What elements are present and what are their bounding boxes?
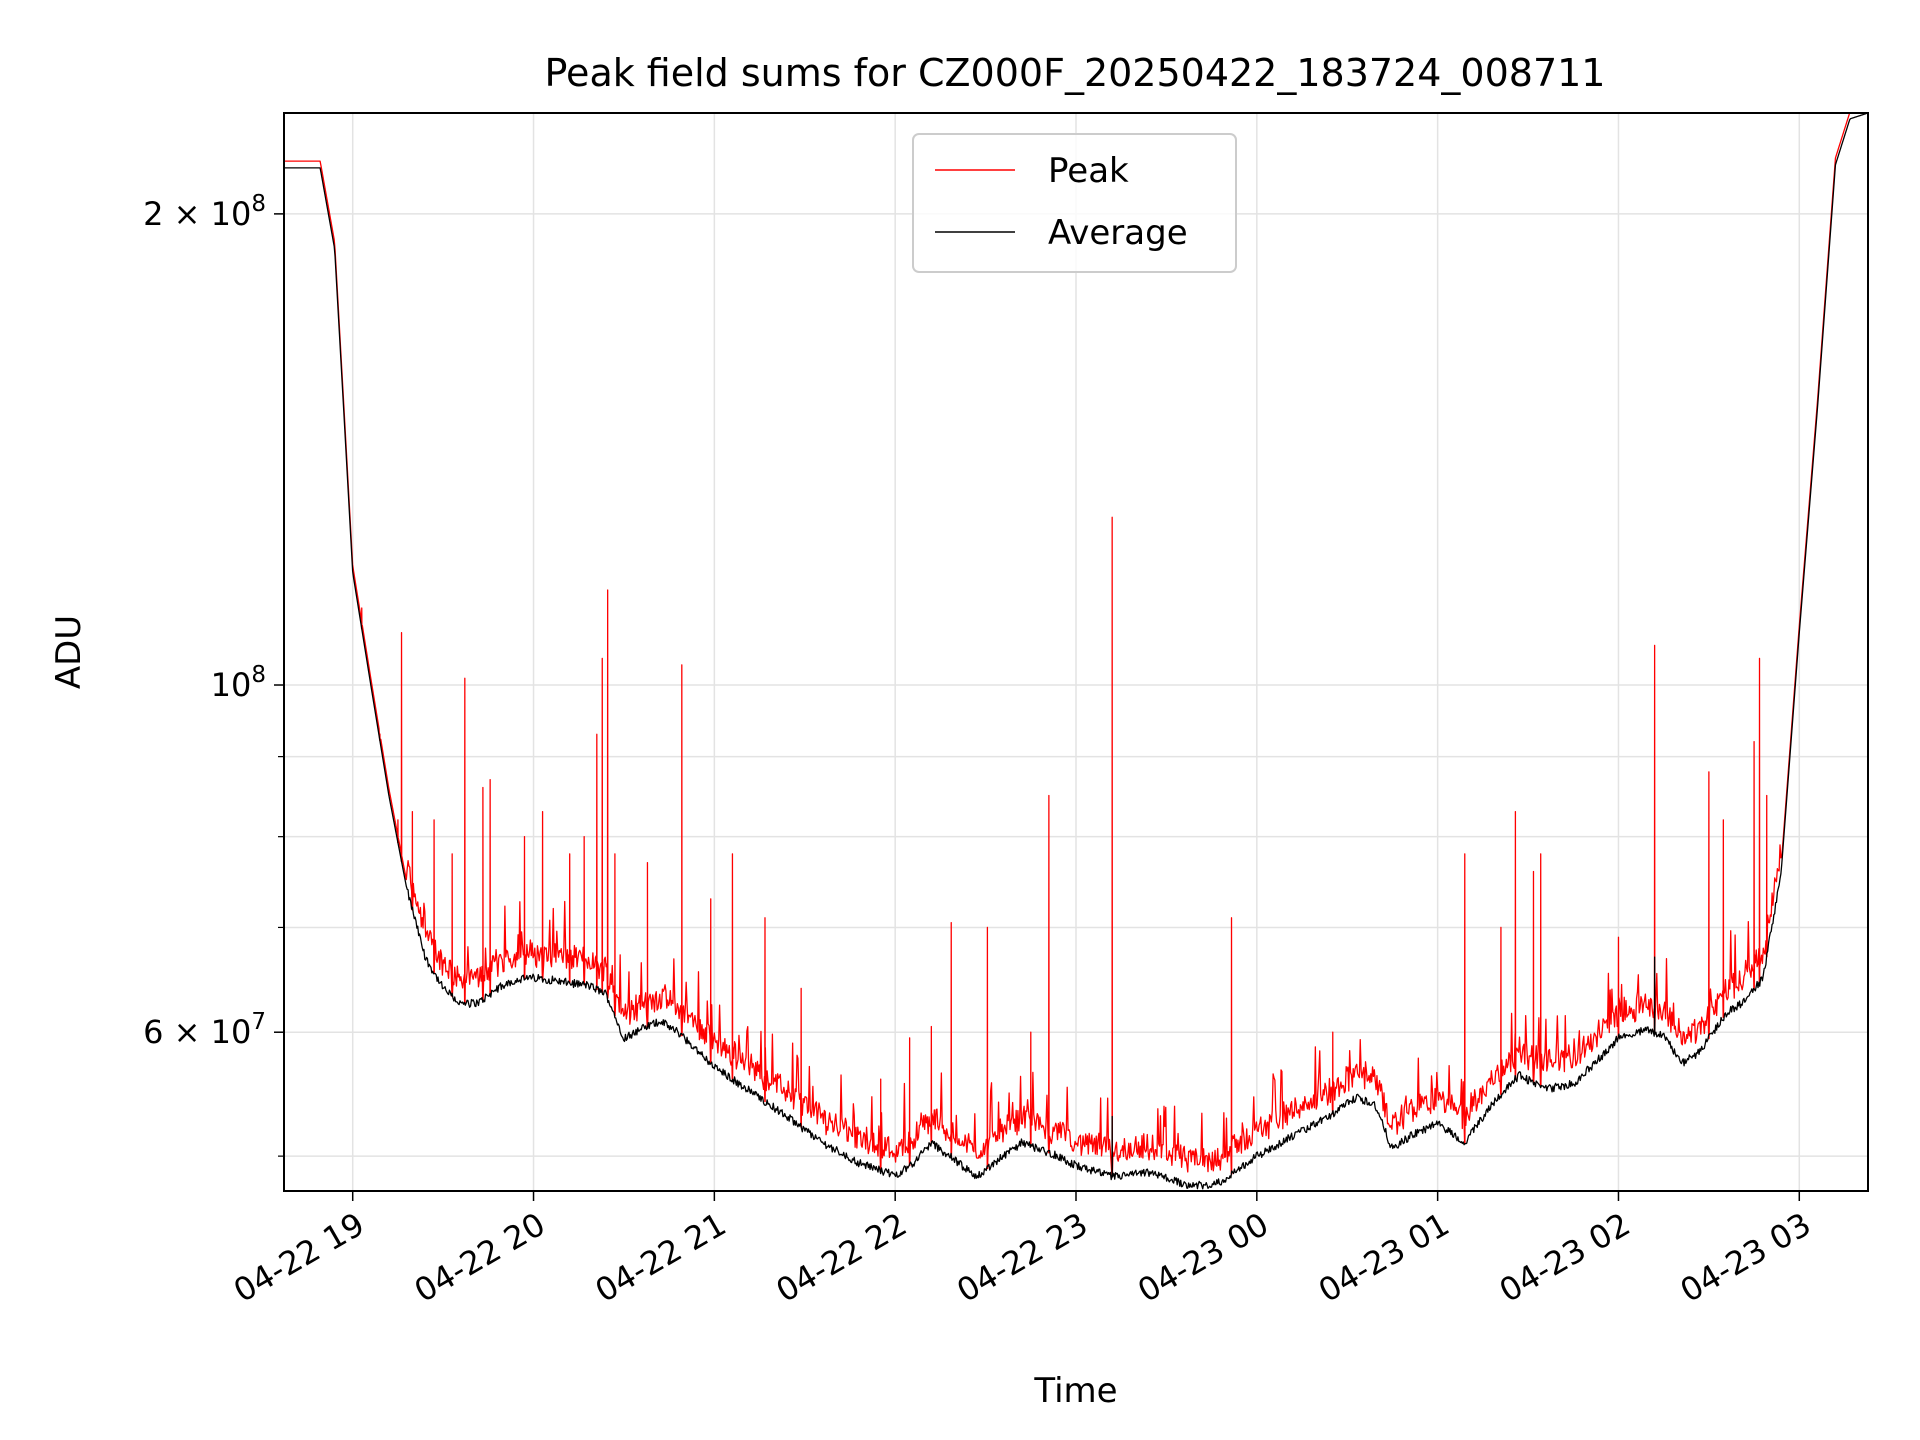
y-axis-label: ADU: [49, 615, 89, 689]
legend: Peak Average: [912, 133, 1237, 273]
x-axis-label: Time: [1033, 1371, 1117, 1411]
y-tick-label: 6 × 107: [143, 1009, 266, 1051]
average-series-line: [284, 113, 1868, 1190]
series-group: [284, 113, 1868, 1190]
legend-peak-label: Peak: [1048, 151, 1129, 191]
plot-area: 04-22 19 04-22 20 04-22 21 04-22 22 04-22 23…: [143, 112, 1869, 1310]
y-tick-label: 108: [211, 662, 266, 704]
y-tick-label: 2 × 108: [143, 191, 266, 233]
chart-title: Peak field sums for CZ000F_20250422_1837…: [545, 51, 1606, 95]
y-axis: 6 × 107 108 2 × 108: [143, 191, 284, 1157]
legend-average-label: Average: [1048, 213, 1188, 253]
peak-series-line: [284, 113, 1851, 1178]
legend-box: [912, 133, 1237, 273]
